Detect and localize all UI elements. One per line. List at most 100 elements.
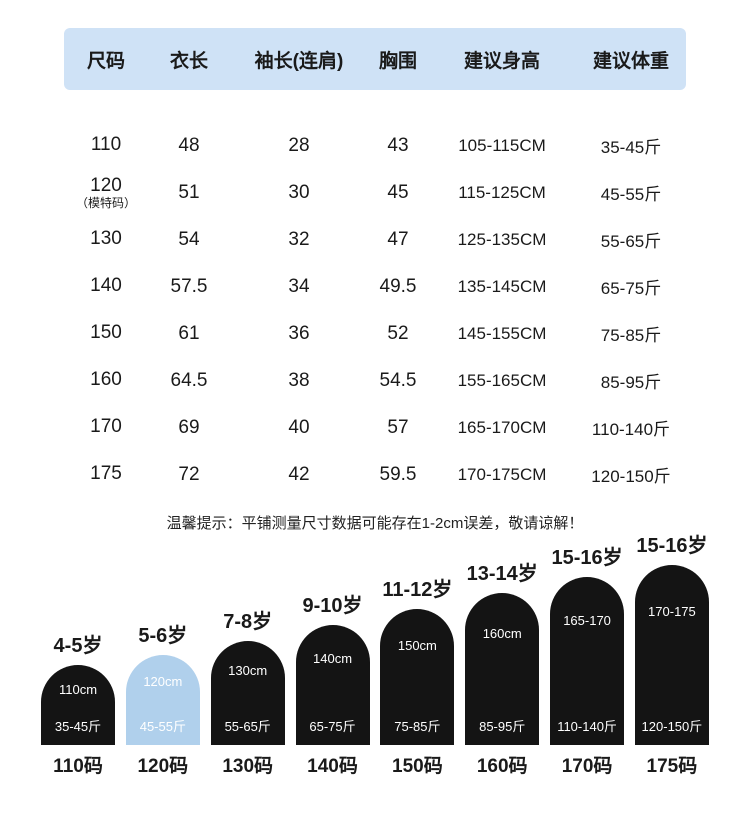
chest-cell: 57 <box>387 416 409 438</box>
size-cell: 130 <box>64 228 148 250</box>
height-label: 165-170 <box>563 613 611 628</box>
weight-cell: 65-75斤 <box>600 279 662 298</box>
age-label: 15-16岁 <box>636 535 708 557</box>
length-cell: 69 <box>178 416 200 438</box>
size-value: 170 <box>90 416 122 438</box>
age-label: 15-16岁 <box>551 547 623 569</box>
size-cell: 175 <box>64 463 148 485</box>
table-row: 175 72 42 59.5 170-175CM 120-150斤 <box>64 451 686 498</box>
size-cell: 160 <box>64 369 148 391</box>
weight-cell: 75-85斤 <box>600 326 662 345</box>
chest-cell: 49.5 <box>379 275 417 297</box>
length-cell: 61 <box>178 322 200 344</box>
sleeve-cell: 30 <box>288 181 310 203</box>
length-cell: 54 <box>178 228 200 250</box>
chart-column: 15-16岁 165-170 110-140斤 170码 <box>547 547 627 778</box>
length-cell: 57.5 <box>170 275 208 297</box>
age-label: 9-10岁 <box>302 595 363 617</box>
size-bar: 140cm 65-75斤 <box>295 625 370 745</box>
chest-cell: 43 <box>387 134 409 156</box>
size-value: 140 <box>90 275 122 297</box>
sleeve-cell: 36 <box>288 322 310 344</box>
header-length: 衣长 <box>169 50 208 72</box>
size-bar: 160cm 85-95斤 <box>465 593 540 745</box>
weight-cell: 55-65斤 <box>600 232 662 251</box>
height-cell: 170-175CM <box>457 464 547 484</box>
height-label: 130cm <box>228 663 268 678</box>
height-label: 140cm <box>313 651 353 666</box>
chest-cell: 47 <box>387 228 409 250</box>
size-code-label: 110码 <box>53 756 103 777</box>
header-chest: 胸围 <box>378 50 417 72</box>
size-code-label: 120码 <box>137 756 189 777</box>
sleeve-cell: 40 <box>288 416 310 438</box>
table-row: 110 48 28 43 105-115CM 35-45斤 <box>64 122 686 169</box>
measurement-tip: 温馨提示：平铺测量尺寸数据可能存在1-2cm误差，敬请谅解！ <box>166 515 584 532</box>
weight-label: 85-95斤 <box>479 719 526 734</box>
size-bar: 165-170 110-140斤 <box>550 577 625 745</box>
weight-cell: 45-55斤 <box>600 185 662 204</box>
header-size: 尺码 <box>86 50 125 72</box>
size-code-label: 150码 <box>392 756 443 777</box>
chart-column: 11-12岁 150cm 75-85斤 150码 <box>377 579 457 778</box>
chest-cell: 45 <box>387 181 409 203</box>
size-cell: 150 <box>64 322 148 344</box>
weight-cell: 35-45斤 <box>600 138 662 157</box>
chest-cell: 54.5 <box>379 369 417 391</box>
weight-label: 55-65斤 <box>224 719 271 734</box>
size-cell: 140 <box>64 275 148 297</box>
height-cell: 125-135CM <box>457 229 547 249</box>
chart-column: 9-10岁 140cm 65-75斤 140码 <box>293 595 373 778</box>
size-value: 150 <box>90 322 122 344</box>
size-value: 130 <box>90 228 122 250</box>
sleeve-cell: 34 <box>288 275 310 297</box>
length-cell: 72 <box>178 463 200 485</box>
chart-column: 13-14岁 160cm 85-95斤 160码 <box>462 563 542 778</box>
weight-cell: 110-140斤 <box>591 420 671 439</box>
height-label: 150cm <box>397 638 437 653</box>
height-cell: 135-145CM <box>457 276 547 296</box>
sleeve-cell: 42 <box>288 463 310 485</box>
size-bar: 170-175 120-150斤 <box>634 565 709 745</box>
header-sleeve: 袖长(连肩) <box>254 50 344 72</box>
sleeve-cell: 28 <box>288 134 310 156</box>
size-cell: 110 <box>64 134 148 156</box>
length-cell: 64.5 <box>170 369 208 391</box>
size-value: 110 <box>90 134 122 156</box>
size-value: 175 <box>90 463 122 485</box>
height-cell: 165-170CM <box>457 417 547 437</box>
header-height: 建议身高 <box>463 50 540 72</box>
size-note: （模特码） <box>75 195 136 210</box>
sleeve-cell: 38 <box>288 369 310 391</box>
size-cell: 120 （模特码） <box>64 175 148 210</box>
weight-label: 75-85斤 <box>394 719 441 734</box>
length-cell: 48 <box>178 134 200 156</box>
height-cell: 155-165CM <box>457 370 547 390</box>
size-bar-highlighted: 120cm 45-55斤 <box>125 655 200 745</box>
size-table-header: 尺码 衣长 袖长(连肩) 胸围 建议身高 建议体重 <box>64 28 686 90</box>
weight-label: 110-140斤 <box>557 719 617 734</box>
size-bar: 110cm 35-45斤 <box>41 665 115 745</box>
height-cell: 145-155CM <box>457 323 547 343</box>
chart-column: 5-6岁 120cm 45-55斤 120码 <box>123 625 203 778</box>
chest-cell: 59.5 <box>379 463 417 485</box>
size-code-label: 170码 <box>561 756 613 777</box>
height-label: 160cm <box>482 626 522 641</box>
age-label: 13-14岁 <box>466 563 538 585</box>
size-code-label: 140码 <box>307 756 358 777</box>
table-row: 140 57.5 34 49.5 135-145CM 65-75斤 <box>64 263 686 310</box>
weight-label: 45-55斤 <box>139 719 186 734</box>
height-cell: 105-115CM <box>458 135 546 155</box>
weight-label: 120-150斤 <box>641 719 703 734</box>
age-label: 5-6岁 <box>138 625 188 647</box>
table-row: 160 64.5 38 54.5 155-165CM 85-95斤 <box>64 357 686 404</box>
height-label: 110cm <box>58 682 98 697</box>
age-label: 4-5岁 <box>53 635 103 657</box>
table-row: 150 61 36 52 145-155CM 75-85斤 <box>64 310 686 357</box>
chart-column: 7-8岁 130cm 55-65斤 130码 <box>208 611 288 778</box>
size-age-chart: 4-5岁 110cm 35-45斤 110码 5-6岁 120cm 45-55斤… <box>0 535 750 778</box>
table-row: 170 69 40 57 165-170CM 110-140斤 <box>64 404 686 451</box>
size-code-label: 175码 <box>646 756 698 777</box>
sleeve-cell: 32 <box>288 228 310 250</box>
size-code-label: 130码 <box>222 756 274 777</box>
